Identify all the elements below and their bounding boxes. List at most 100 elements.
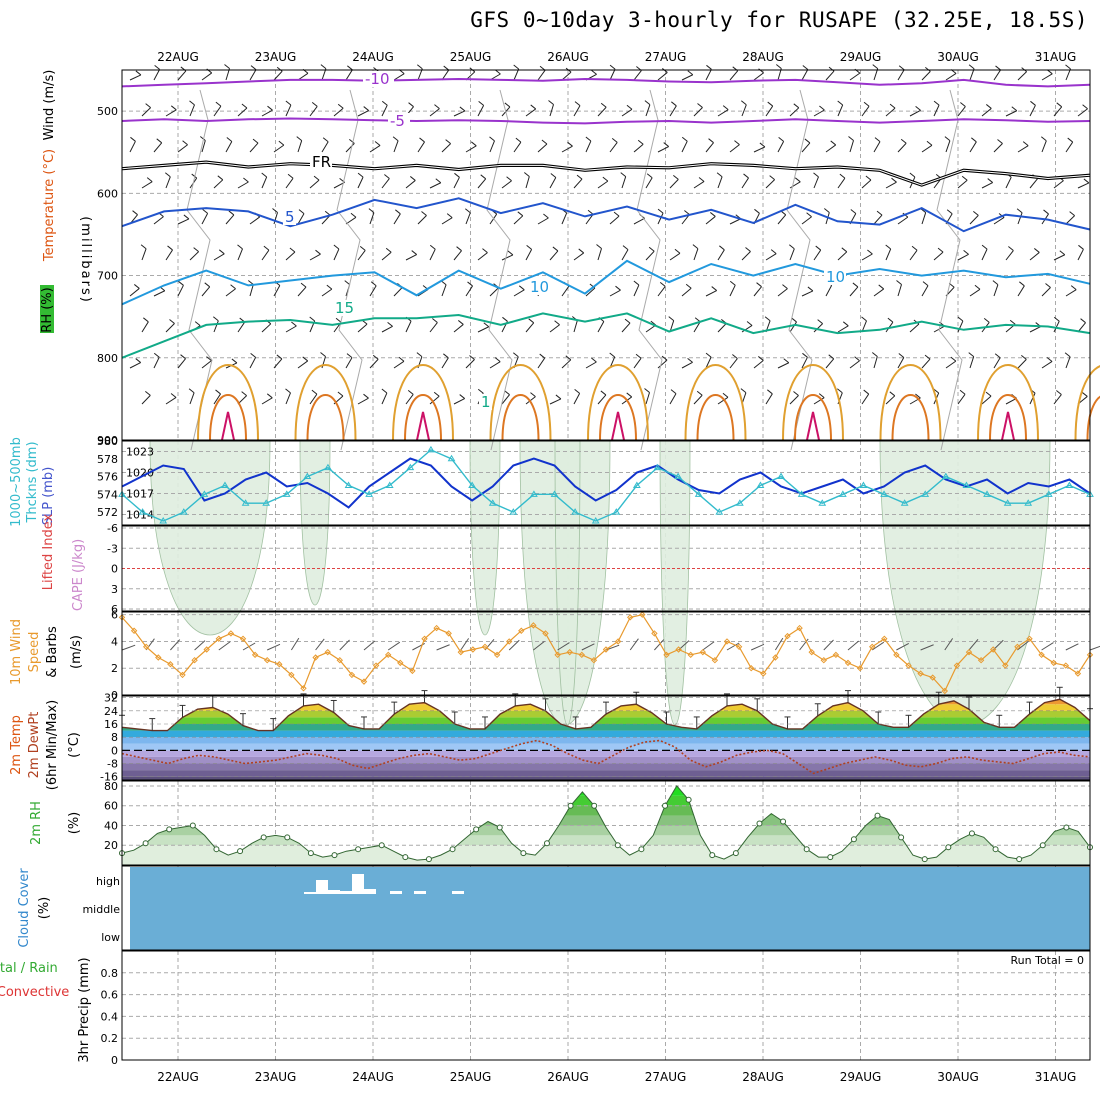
wind-barb-flag [266,393,273,399]
wind-barb [225,214,235,225]
temp-tick-label: 32 [104,692,118,705]
warm-contour-inner [696,394,735,441]
wind-barb [381,392,388,405]
wind-barb [1017,212,1023,225]
wind-barb [153,69,161,81]
thickness-marker [715,508,724,515]
wind-barb-flag [891,177,897,183]
wind-barb [717,396,729,405]
wind-barb-flag [478,101,484,106]
wind-barb-flag [732,354,738,359]
wind10m-marker [336,656,344,664]
wind-barb-flag [1082,104,1088,110]
wind-barb [153,356,160,369]
wind-barb [969,215,979,225]
wind-barb [837,177,846,189]
wind-barb [657,286,666,297]
wind-barb [909,109,921,117]
wind-barb [717,323,727,333]
warm-contour [489,364,552,441]
rh2m-line [121,785,1091,861]
rh-band [122,805,1090,816]
wind-barb [657,359,668,369]
wind-barb [273,70,283,81]
wind-barb [801,69,809,81]
wind-barb [693,394,703,405]
wind-barb-flag [615,285,621,291]
rh-contour [186,89,213,451]
wind-barb [789,321,797,333]
wind-barb-flag [539,353,546,359]
wind10m-marker [614,638,622,645]
thickness-marker [653,463,662,471]
wind-barb [153,290,166,297]
wind10m-marker [215,635,223,642]
wind-barb-flag [350,212,357,218]
wind10m-marker [953,662,961,669]
wind-barb [849,140,854,153]
wind-barb [393,360,405,369]
wind-barb-flag [456,246,462,252]
wind10m-marker [929,674,936,681]
wind-barb-flag [758,68,764,74]
wind-barb-flag [513,64,520,70]
wind-barb [717,109,729,117]
wind-barb-flag [841,247,848,253]
wind-barb [273,144,285,153]
wind-barb [729,144,740,153]
rh2m-marker [850,836,857,843]
li-tick-label: -6 [107,522,118,535]
wind-barb-flag [657,208,664,214]
wind-barb-flag [504,390,510,396]
wind-barb [357,397,369,405]
precip-tick-label: 0.4 [101,1010,119,1023]
wind10m-barb [460,638,470,651]
warm-contour-inner [794,394,832,441]
wind10m-marker [542,630,549,637]
date-label-bottom: 23AUG [255,1070,297,1084]
wind-barb [645,177,653,189]
wind-barb [837,325,849,333]
wind-barb [489,361,501,369]
high-cloud-bar [414,891,426,894]
wind10m-barb [629,638,639,651]
wind-barb [669,393,677,405]
warm-contour [197,364,259,441]
wind-barb-flag [504,102,511,108]
wind-barb [585,213,594,225]
wind-barb-flag [132,210,138,216]
wind-barb-flag [135,358,142,363]
wind-barb [177,218,190,225]
wind-barb [885,107,896,117]
date-label-top: 26AUG [547,50,589,64]
wind-barb [813,397,825,405]
rh-contour [786,89,813,451]
rh2m-marker [496,824,503,831]
wind-barb [813,176,819,189]
wind-barb [1017,285,1025,297]
wind-barb-flag [698,177,705,182]
ylabel-minmax: (6hr Min/Max) [45,700,60,790]
wind-barb [165,109,177,117]
wind-barb-flag [335,317,342,323]
date-label-bottom: 29AUG [840,1070,882,1084]
wind-barb-flag [708,138,714,144]
wind10m-marker [917,670,924,677]
wind-tick-label: 2 [111,662,118,675]
wind10m-marker [639,611,646,618]
wind-barb-flag [754,208,760,214]
wind-barb-flag [775,64,782,69]
warm-contour [782,364,844,441]
wind-barb [201,72,213,81]
wind-barb [453,324,464,333]
wind-barb [981,108,992,117]
wind-barb-flag [548,100,554,105]
wind-barb [297,140,303,153]
wind-barb-flag [889,391,896,397]
wind-barb [633,70,642,81]
thickness-marker [159,517,168,524]
wind-barb-flag [363,106,370,111]
wind10m-marker [772,654,779,661]
wind-barb [1065,141,1074,153]
wind-barb [837,251,848,261]
